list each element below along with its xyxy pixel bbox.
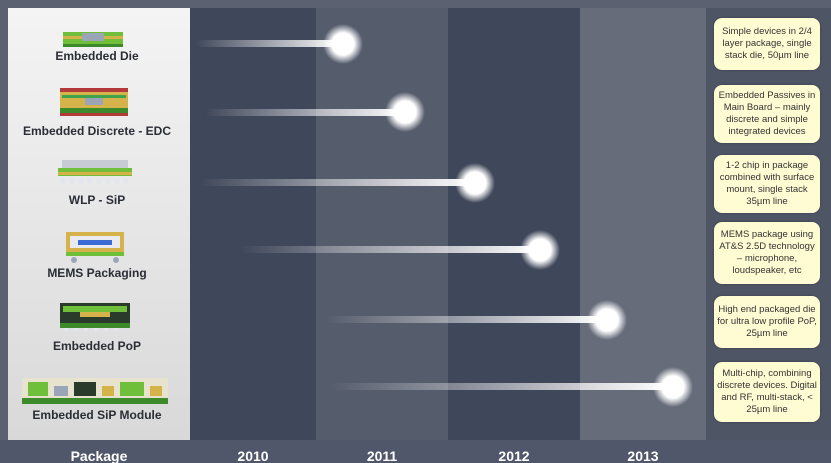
edc-icon (60, 88, 128, 116)
axis-label-2013: 2013 (627, 448, 659, 463)
package-column (8, 8, 190, 448)
axis-label-2011: 2011 (366, 448, 398, 463)
package-label-embedded-pop: Embedded PoP (52, 339, 141, 353)
axis-label-2012: 2012 (498, 448, 530, 463)
description-mems: MEMS package using AT&S 2.5D technology … (714, 222, 820, 284)
column-2012 (448, 8, 580, 448)
axis-label-2010: 2010 (237, 448, 269, 463)
description-edc: Embedded Passives in Main Board – mainly… (714, 85, 820, 143)
package-label-edc: Embedded Discrete - EDC (22, 124, 172, 138)
embedded-sip-module-icon (22, 378, 168, 404)
column-2011 (316, 8, 448, 448)
embedded-pop-icon (60, 303, 130, 331)
mems-icon (66, 232, 124, 263)
description-embedded-sip-module: Multi-chip, combining discrete devices. … (714, 362, 820, 422)
timeline-bar-6 (330, 367, 693, 407)
timeline-bar-4 (240, 230, 560, 270)
timeline-bar-3 (200, 163, 495, 203)
package-label-embedded-sip-module: Embedded SiP Module (32, 408, 162, 422)
package-label-mems: MEMS Packaging (47, 266, 147, 280)
wlp-sip-icon (58, 160, 132, 184)
axis-strip (0, 440, 831, 463)
description-wlp-sip: 1-2 chip in package combined with surfac… (714, 155, 820, 213)
axis-label-package: Package (70, 448, 128, 463)
embedded-die-icon (63, 32, 123, 47)
column-2010 (190, 8, 316, 448)
timeline-bar-1 (195, 24, 363, 64)
package-label-embedded-die: Embedded Die (55, 49, 139, 63)
package-label-wlp-sip: WLP - SiP (68, 193, 126, 207)
timeline-bar-2 (205, 92, 425, 132)
timeline-bar-5 (325, 300, 627, 340)
description-embedded-pop: High end packaged die for ultra low prof… (714, 296, 820, 348)
description-embedded-die: Simple devices in 2/4 layer package, sin… (714, 18, 820, 70)
